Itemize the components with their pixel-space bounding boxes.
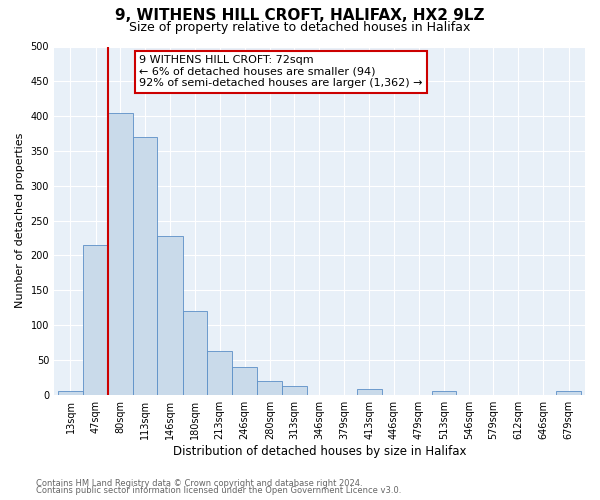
Bar bbox=[182, 311, 208, 394]
Text: Contains HM Land Registry data © Crown copyright and database right 2024.: Contains HM Land Registry data © Crown c… bbox=[36, 478, 362, 488]
Text: Contains public sector information licensed under the Open Government Licence v3: Contains public sector information licen… bbox=[36, 486, 401, 495]
Bar bbox=[556, 391, 581, 394]
Bar bbox=[232, 367, 257, 394]
Bar bbox=[208, 351, 232, 395]
Bar bbox=[58, 391, 83, 394]
Bar bbox=[133, 137, 157, 394]
Bar bbox=[282, 386, 307, 394]
Bar bbox=[108, 112, 133, 394]
Bar bbox=[257, 381, 282, 394]
Bar bbox=[431, 390, 457, 394]
Text: 9 WITHENS HILL CROFT: 72sqm
← 6% of detached houses are smaller (94)
92% of semi: 9 WITHENS HILL CROFT: 72sqm ← 6% of deta… bbox=[139, 55, 422, 88]
Text: Size of property relative to detached houses in Halifax: Size of property relative to detached ho… bbox=[130, 21, 470, 34]
X-axis label: Distribution of detached houses by size in Halifax: Distribution of detached houses by size … bbox=[173, 444, 466, 458]
Text: 9, WITHENS HILL CROFT, HALIFAX, HX2 9LZ: 9, WITHENS HILL CROFT, HALIFAX, HX2 9LZ bbox=[115, 8, 485, 22]
Bar bbox=[157, 236, 182, 394]
Bar bbox=[83, 245, 108, 394]
Bar bbox=[357, 389, 382, 394]
Y-axis label: Number of detached properties: Number of detached properties bbox=[15, 133, 25, 308]
